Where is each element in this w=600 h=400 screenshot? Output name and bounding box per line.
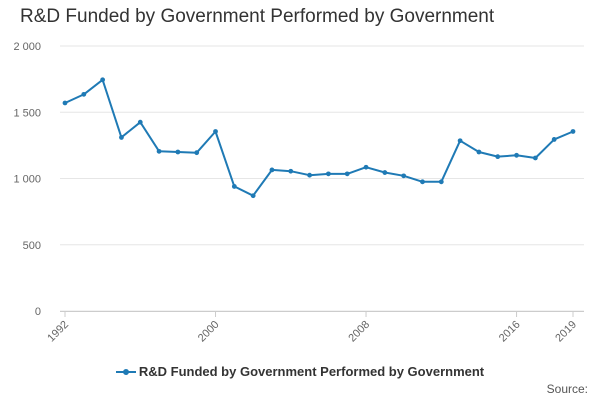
data-point[interactable] bbox=[307, 172, 312, 178]
y-tick-label: 1 500 bbox=[13, 107, 41, 119]
x-tick-label: 1992 bbox=[45, 319, 71, 345]
data-point[interactable] bbox=[119, 135, 124, 140]
legend-label: R&D Funded by Government Performed by Go… bbox=[138, 364, 485, 379]
gridlines bbox=[60, 45, 584, 312]
y-tick-label: 0 bbox=[35, 306, 41, 318]
data-point[interactable] bbox=[476, 149, 482, 155]
data-point[interactable] bbox=[194, 150, 200, 156]
source-label: Source: bbox=[546, 382, 588, 396]
data-point[interactable] bbox=[81, 91, 87, 97]
data-point[interactable] bbox=[514, 152, 519, 158]
data-point[interactable] bbox=[420, 179, 425, 185]
x-axis: 1992 2000 2008 2016 2019 bbox=[45, 311, 584, 344]
x-tick-label: 2008 bbox=[346, 319, 372, 345]
data-point[interactable] bbox=[250, 193, 256, 199]
legend[interactable]: R&D Funded by Government Performed by Go… bbox=[0, 364, 600, 379]
x-tick-label: 2016 bbox=[497, 319, 523, 345]
y-axis: 0 500 1 000 1 500 2 000 bbox=[13, 41, 41, 318]
series-line bbox=[64, 78, 574, 197]
data-point[interactable] bbox=[438, 179, 444, 185]
data-point[interactable] bbox=[156, 148, 162, 154]
x-tick-label: 2019 bbox=[553, 319, 579, 345]
data-point[interactable] bbox=[269, 167, 275, 173]
x-tick-label: 2000 bbox=[196, 319, 222, 345]
data-point[interactable] bbox=[401, 173, 407, 179]
data-point[interactable] bbox=[363, 164, 369, 170]
data-point[interactable] bbox=[570, 129, 576, 134]
data-point[interactable] bbox=[532, 155, 538, 161]
data-point[interactable] bbox=[231, 184, 237, 189]
data-point[interactable] bbox=[551, 137, 557, 142]
data-point[interactable] bbox=[382, 170, 388, 175]
data-point[interactable] bbox=[100, 77, 106, 83]
series-line-group bbox=[62, 77, 576, 199]
data-point[interactable] bbox=[213, 129, 218, 134]
chart-title: R&D Funded by Government Performed by Go… bbox=[20, 6, 495, 27]
y-tick-label: 1 000 bbox=[13, 174, 41, 186]
data-point[interactable] bbox=[326, 171, 331, 177]
y-tick-label: 500 bbox=[23, 240, 41, 252]
y-tick-label: 2 000 bbox=[13, 41, 41, 53]
data-point[interactable] bbox=[495, 154, 501, 160]
data-point[interactable] bbox=[288, 168, 294, 174]
data-point[interactable] bbox=[457, 138, 463, 144]
legend-swatch bbox=[115, 367, 136, 377]
data-point[interactable] bbox=[344, 171, 350, 177]
data-point[interactable] bbox=[175, 149, 181, 155]
data-point[interactable] bbox=[137, 119, 143, 125]
data-point[interactable] bbox=[62, 100, 68, 106]
